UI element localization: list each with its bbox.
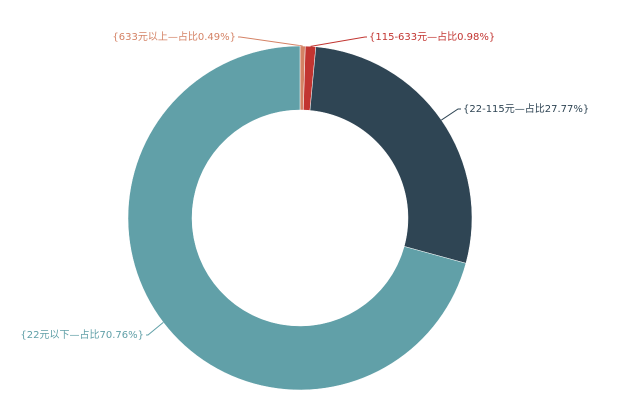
leader-line xyxy=(238,36,303,47)
slice-label: {633元以上—占比0.49%} xyxy=(112,30,236,43)
donut-slice xyxy=(309,46,473,264)
donut-slice xyxy=(127,45,467,391)
slice-label: {22-115元—占比27.77%} xyxy=(463,102,589,115)
slice-label: {115-633元—占比0.98%} xyxy=(369,30,495,43)
leader-line xyxy=(310,36,367,47)
leader-line xyxy=(441,108,461,121)
leader-line xyxy=(146,322,164,336)
slice-label: {22元以下—占比70.76%} xyxy=(20,328,144,341)
